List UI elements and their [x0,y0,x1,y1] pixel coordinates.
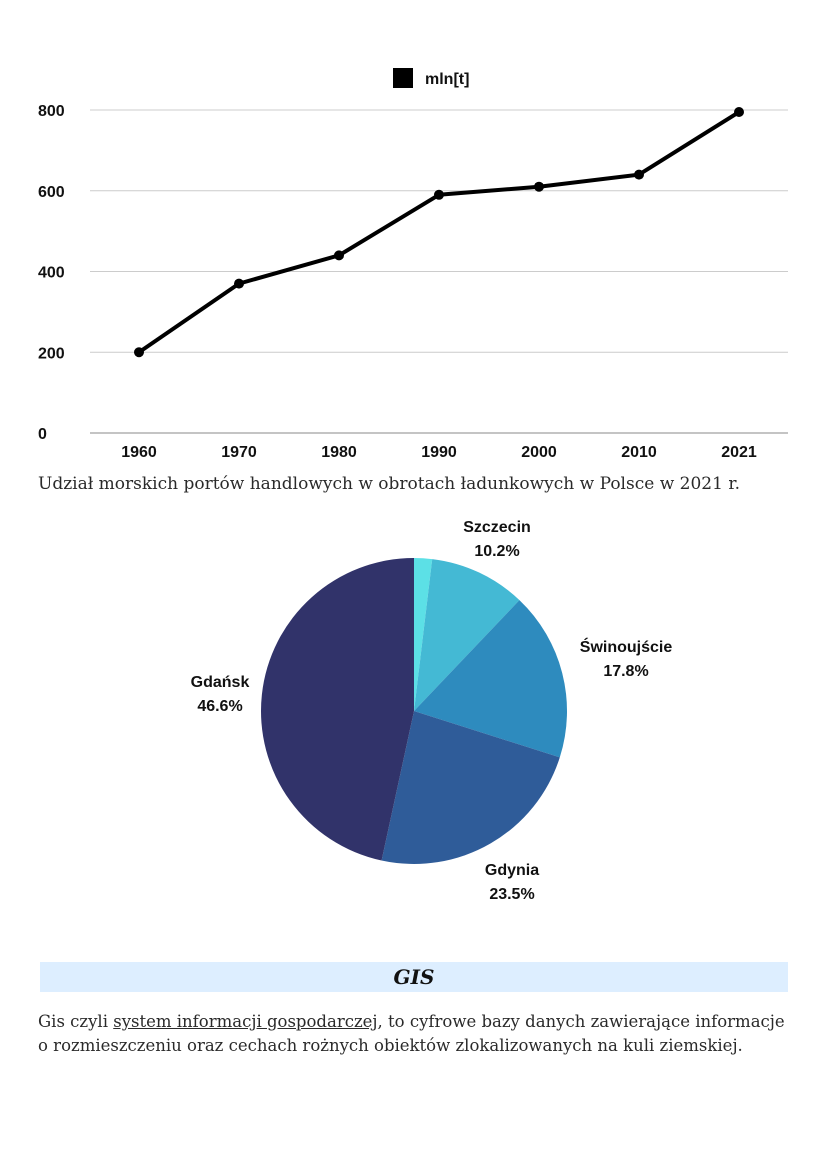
pie-chart-caption: Udział morskich portów handlowych w obro… [38,474,740,494]
data-point [434,189,444,200]
pie-label: Świnoujście [580,637,673,656]
pie-value: 46.6% [197,698,242,715]
pie-slice [414,559,520,711]
gis-text-after: , to cyfrowe bazy danych zawierające inf… [38,1012,785,1055]
data-point [134,347,144,358]
pie-value: 17.8% [603,663,648,680]
pie-slice [381,711,560,864]
x-tick-label: 2000 [521,444,557,461]
line-chart: 0 200 400 600 800 1960 1970 1980 1990 2000 2010 202… [38,68,788,461]
x-tick-label: 1970 [221,444,257,461]
pie-chart: Szczecin 10.2% Świnoujście 17.8% Gdynia 23.5%… [191,519,673,903]
gis-link[interactable]: system informacji gospodarczej [113,1012,378,1031]
x-tick-label: 1980 [321,444,357,461]
gis-title: GIS [393,965,435,989]
x-tick-label: 1960 [121,444,157,461]
y-tick-label: 0 [38,426,47,443]
pie-slice [414,558,433,711]
series-line [137,110,741,354]
data-point [234,278,244,289]
y-tick-label: 400 [38,265,65,282]
y-tick-label: 600 [38,184,65,201]
pie-label: Szczecin [463,519,531,536]
data-point [534,181,544,192]
x-tick-label: 2021 [721,444,757,461]
gis-description: Gis czyli system informacji gospodarczej… [38,1010,790,1058]
pie-value: 10.2% [474,543,519,560]
pie-value: 23.5% [489,886,534,903]
legend-label: mln[t] [425,71,469,88]
x-tick-label: 1990 [421,444,457,461]
x-tick-label: 2010 [621,444,657,461]
y-tick-label: 800 [38,103,65,120]
gis-text-before: Gis czyli [38,1012,114,1031]
pie-label: Gdynia [485,862,539,879]
pie-slice [414,600,567,758]
legend-swatch [393,68,413,88]
gis-banner: GIS [40,962,788,992]
data-point [334,250,344,261]
data-point [734,107,744,118]
data-point [634,169,644,180]
pie-label: Gdańsk [191,674,250,691]
pie-slice [260,558,414,861]
y-tick-label: 200 [38,345,65,362]
